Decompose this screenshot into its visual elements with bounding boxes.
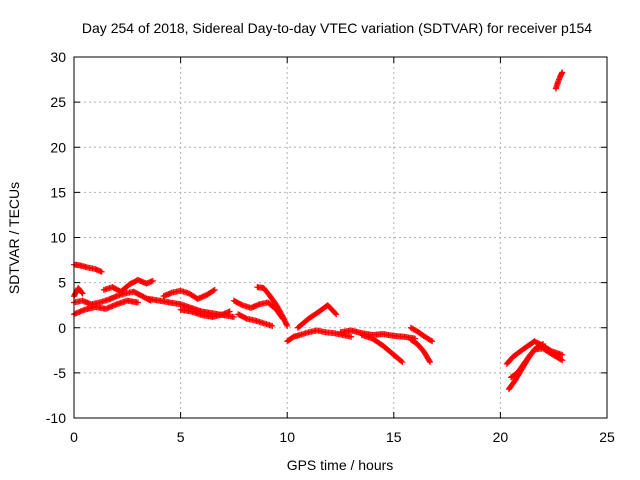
y-tick-label: -10 [46,410,66,426]
data-point [269,322,276,329]
chart-title: Day 254 of 2018, Sidereal Day-to-day VTE… [82,20,592,36]
plot-frame [73,56,608,419]
data-points [71,69,566,393]
series-track-16 [407,324,436,345]
x-tick-label: 5 [177,429,185,445]
data-point [242,315,249,322]
series-track-12 [284,327,355,345]
data-point [426,357,433,364]
series-track-9 [230,297,286,322]
data-point [538,341,545,348]
data-point [230,313,237,320]
data-point [211,286,218,293]
series-track-11 [254,284,291,329]
y-tick-label: 0 [58,320,66,336]
grid-lines [74,57,607,418]
data-point [79,290,86,297]
series-track-4 [71,297,141,318]
data-point [238,301,245,308]
y-tick-label: -5 [54,365,67,381]
x-tick-label: 25 [599,429,615,445]
data-point [559,351,566,358]
data-point [559,69,566,76]
series-track-3 [71,288,154,308]
series-track-10 [235,311,276,329]
data-point [540,340,547,347]
data-point [226,308,233,315]
data-point [398,358,405,365]
y-tick-label: 30 [50,49,66,65]
x-tick-label: 20 [493,429,509,445]
series-track-20 [508,340,547,381]
series-track-17 [407,336,434,366]
axis-ticks: 0 5 10 15 20 25 -10 -5 0 5 10 15 20 25 30 [46,49,615,445]
x-tick-label: 10 [279,429,295,445]
data-point [399,359,406,366]
y-tick-label: 10 [50,230,66,246]
series-track-15 [358,331,406,366]
x-tick-label: 0 [70,429,78,445]
data-point [559,357,566,364]
data-point [149,277,156,284]
y-tick-label: 15 [50,184,66,200]
series-track-1 [71,261,105,275]
y-tick-label: 5 [58,275,66,291]
series-track-7 [160,286,218,302]
data-point [427,359,434,366]
series-track-13 [294,302,340,331]
data-point [333,311,340,318]
data-point [98,268,105,275]
series-track-21 [552,69,566,92]
y-axis-label: SDTVAR / TECUs [6,182,22,294]
series-track-5 [100,276,156,295]
series-track-2 [71,285,86,300]
data-point [78,289,85,296]
data-point [558,356,565,363]
data-point [284,322,291,329]
data-point [283,321,290,328]
data-point [348,333,355,340]
data-point [332,310,339,317]
x-tick-label: 15 [386,429,402,445]
y-tick-label: 25 [50,94,66,110]
data-point [210,287,217,294]
data-point [134,299,141,306]
series-track-18 [503,338,566,367]
data-point [429,338,436,345]
series-track-8 [177,306,233,320]
data-point [427,337,434,344]
y-tick-label: 20 [50,139,66,155]
x-axis-label: GPS time / hours [287,457,394,473]
